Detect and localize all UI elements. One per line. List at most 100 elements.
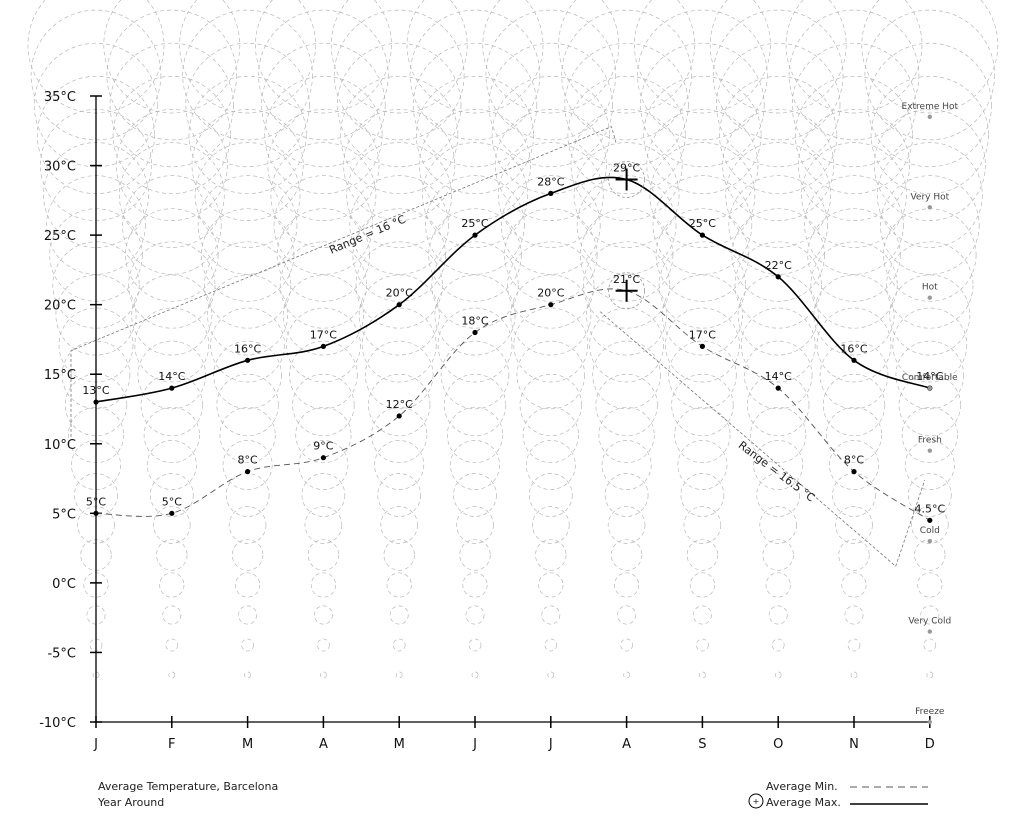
decor-circle — [926, 671, 934, 679]
x-tick-label: A — [622, 737, 631, 752]
zone-label: Comfortable — [902, 373, 958, 383]
decor-circle — [634, 0, 771, 114]
decor-circle — [244, 671, 251, 679]
decor-circle — [106, 9, 238, 141]
y-tick-label: 35°C — [44, 90, 76, 105]
decor-circle — [231, 539, 264, 571]
decor-circle — [911, 506, 949, 544]
zone-marker — [927, 719, 932, 725]
data-point — [169, 510, 175, 516]
decor-circle — [159, 572, 185, 598]
decor-circle — [895, 340, 965, 410]
decor-circle — [686, 539, 719, 571]
decor-circle — [415, 75, 535, 195]
decor-circle — [261, 42, 386, 168]
decor-circle — [279, 241, 367, 329]
decor-circle — [267, 109, 380, 221]
decor-circle — [440, 340, 510, 410]
decor-circle — [528, 473, 573, 517]
decor-circle — [304, 506, 343, 544]
y-tick-label: -5°C — [47, 646, 76, 661]
decor-circle — [914, 539, 946, 571]
y-tick-label: 5°C — [52, 507, 76, 522]
decor-circle — [838, 539, 870, 571]
decor-circle — [743, 340, 813, 410]
decor-circle — [504, 208, 598, 302]
data-label: 18°C — [461, 314, 488, 327]
decor-circle — [194, 142, 301, 248]
decor-circle — [740, 307, 816, 383]
decor-circle — [607, 506, 646, 544]
decor-circle — [507, 241, 595, 329]
decor-circle — [722, 109, 835, 221]
decor-circle — [683, 506, 722, 544]
decor-circle — [485, 9, 617, 141]
decor-circle — [923, 638, 937, 652]
decor-circle — [446, 406, 504, 464]
data-label: 8°C — [238, 454, 258, 467]
decor-circle — [614, 572, 640, 598]
decor-circle — [471, 671, 479, 679]
decor-circle — [188, 75, 307, 195]
legend-max-label: Average Max. — [766, 796, 841, 809]
decor-circle — [182, 9, 313, 141]
decor-circle — [819, 340, 889, 410]
range-line-max — [70, 126, 617, 437]
x-tick-label: M — [242, 737, 253, 752]
decor-circle — [547, 671, 555, 679]
decor-circle — [907, 473, 952, 517]
decor-circle — [610, 539, 643, 571]
decor-circle — [368, 373, 431, 437]
x-tick-label: J — [472, 737, 477, 752]
decor-circle — [835, 506, 873, 544]
decor-circle — [696, 638, 709, 652]
decor-circle — [33, 42, 159, 168]
data-point — [699, 343, 706, 349]
decor-circle — [771, 638, 785, 652]
decor-circle — [864, 9, 996, 141]
decor-circle — [668, 340, 737, 410]
decor-circle — [558, 0, 695, 114]
decor-circle — [143, 406, 200, 464]
decor-circle — [112, 75, 231, 195]
decor-circle — [753, 440, 804, 490]
decor-circle — [204, 241, 292, 329]
y-tick-label: -10°C — [39, 716, 76, 731]
zone-marker — [927, 205, 932, 210]
decor-circle — [816, 307, 892, 383]
data-point — [851, 357, 857, 363]
decor-circle — [406, 0, 544, 114]
decor-circle — [674, 406, 731, 464]
data-point — [472, 329, 478, 336]
data-point — [775, 274, 781, 280]
decor-circle — [207, 274, 289, 356]
decor-circle — [785, 0, 923, 114]
comfort-zones: Extreme Hot Very Hot Hot Comfortable Fresh Co… — [902, 102, 959, 725]
decor-circle — [544, 638, 558, 652]
x-tick-label: J — [548, 737, 553, 752]
decor-circle — [146, 440, 197, 490]
decor-circle — [255, 0, 392, 114]
decor-circle — [861, 0, 999, 114]
data-label: 29°C — [613, 161, 640, 174]
series-layer: 13°C 14°C 16°C 17°C 20°C 25°C 28°C 29°C 25°C 22°C… — [82, 161, 945, 523]
decor-circle — [238, 605, 258, 625]
decor-circle — [465, 605, 485, 625]
data-label: 9°C — [313, 440, 333, 453]
decor-circle — [573, 142, 680, 248]
data-label: 17°C — [689, 328, 716, 341]
decor-circle — [264, 75, 383, 195]
decor-circle — [901, 406, 958, 464]
decor-circle — [917, 572, 943, 598]
decor-circle — [522, 406, 579, 464]
zone-label: Very Hot — [910, 192, 949, 202]
decor-circle — [661, 274, 743, 356]
decor-circle — [538, 572, 564, 598]
data-point — [472, 232, 478, 238]
legend-max-marker-icon — [748, 793, 764, 809]
data-label: 28°C — [537, 175, 564, 188]
x-tick-label: N — [849, 737, 859, 752]
zone-label: Fresh — [918, 436, 942, 446]
decor-circle — [383, 539, 415, 571]
zone-label: Extreme Hot — [902, 102, 959, 112]
